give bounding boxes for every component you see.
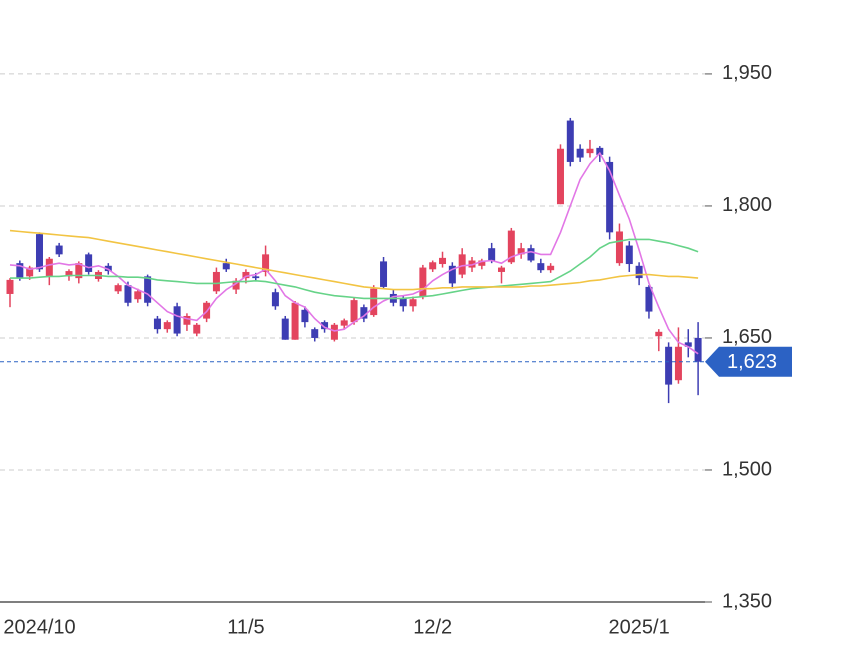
last-price-tag [705, 346, 792, 377]
candle-body [360, 307, 368, 319]
candle-body [458, 254, 466, 275]
candle-body [311, 329, 319, 338]
candle-body [75, 263, 83, 279]
candle-body [655, 331, 663, 337]
candle-body [144, 276, 152, 303]
candle-body [684, 342, 692, 347]
candle-body [340, 320, 348, 326]
candle-body [674, 346, 682, 381]
candle-body [419, 267, 427, 297]
candle-body [566, 120, 574, 162]
candle-body [242, 271, 250, 279]
candle-body [448, 265, 456, 284]
candle-body [635, 265, 643, 279]
candle-body [399, 298, 407, 307]
candle-body [488, 248, 496, 261]
candle-body [26, 267, 34, 277]
candle-body [350, 300, 358, 323]
candle-body [124, 285, 132, 303]
y-tick-label: 1,800 [722, 194, 772, 216]
candle-body [104, 265, 112, 272]
candle-body [498, 267, 505, 272]
candle-body [694, 337, 702, 362]
candle-body [281, 318, 289, 340]
candle-body [252, 276, 260, 279]
candle-body [370, 288, 378, 316]
candle-body [596, 147, 604, 155]
candle-body [537, 263, 545, 271]
candle-body [271, 292, 279, 307]
moving-average-line [9, 151, 699, 355]
candle-body [55, 245, 63, 255]
candle-body [517, 248, 525, 255]
candle-body [262, 254, 270, 272]
candle-body [429, 262, 437, 270]
candle-body [222, 263, 230, 270]
candle-body [576, 148, 584, 158]
x-tick-label: 12/2 [413, 616, 452, 638]
candle-body [527, 248, 535, 261]
y-tick-label: 1,950 [722, 62, 772, 84]
candle-body [173, 306, 181, 334]
y-tick-label: 1,350 [722, 590, 772, 612]
candle-body [606, 161, 614, 233]
candle-body [212, 271, 220, 292]
moving-average-line [9, 229, 699, 291]
candle-body [439, 257, 447, 265]
candle-body [330, 324, 338, 340]
candle-body [193, 324, 201, 334]
candle-body [468, 260, 476, 268]
candle-body [85, 254, 93, 272]
candle-body [114, 285, 122, 292]
candle-body [183, 315, 191, 325]
candle-body [586, 148, 594, 154]
candle-body [134, 291, 142, 300]
candle-body [232, 280, 240, 290]
x-tick-label: 2024/10 [3, 616, 75, 638]
candle-body [645, 286, 653, 312]
candle-body [409, 299, 417, 307]
candle-body [163, 322, 171, 330]
candle-body [507, 230, 515, 263]
last-price-label: 1,623 [727, 351, 777, 373]
candle-body [321, 322, 329, 330]
candle-body [380, 261, 388, 287]
y-tick-label: 1,650 [722, 326, 772, 348]
candle-body [478, 260, 486, 266]
candle-body [153, 318, 161, 330]
candle-body [615, 231, 623, 264]
candle-body [65, 271, 73, 277]
candle-body [556, 148, 564, 205]
candle-body [625, 245, 633, 265]
candle-body [35, 234, 43, 270]
candle-body [547, 265, 555, 271]
moving-average-line [10, 238, 699, 300]
candle-body [291, 302, 299, 340]
y-tick-label: 1,500 [722, 458, 772, 480]
x-tick-label: 11/5 [227, 616, 264, 638]
candle-body [16, 263, 24, 279]
x-tick-label: 2025/1 [609, 616, 670, 638]
candle-body [665, 346, 673, 385]
candle-body [45, 258, 53, 277]
candle-body [301, 309, 309, 323]
candle-body [6, 279, 14, 294]
